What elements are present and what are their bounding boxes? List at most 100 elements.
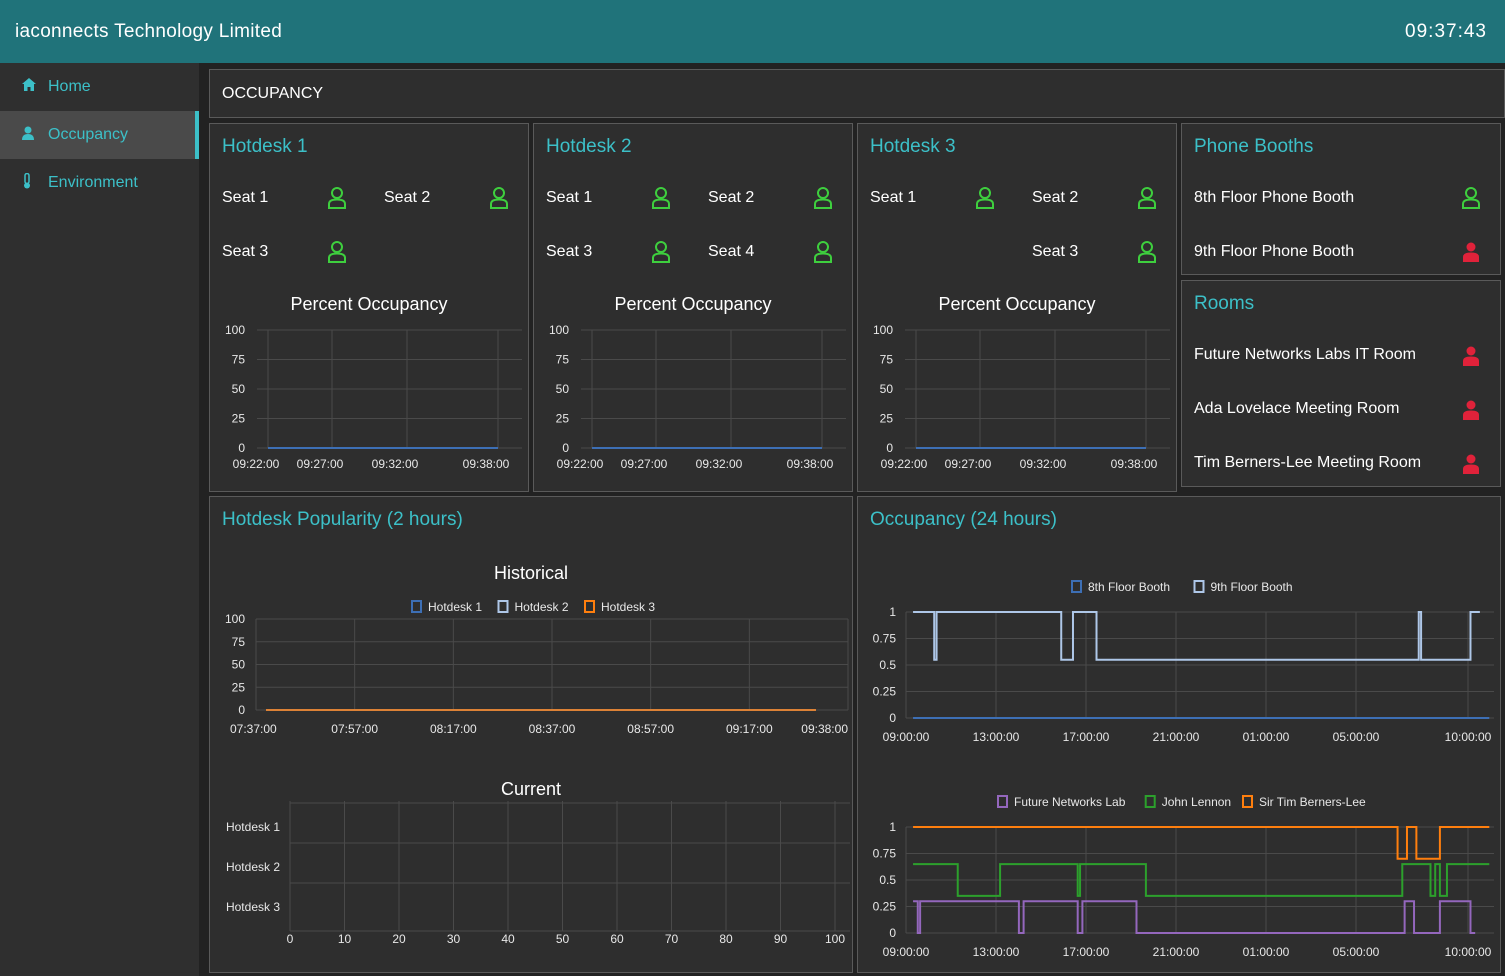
booth-label: 8th Floor Phone Booth — [1194, 189, 1355, 206]
chart-title: Percent Occupancy — [614, 294, 772, 314]
room-label: Tim Berners-Lee Meeting Room — [1194, 454, 1422, 471]
y-tick-label: 50 — [232, 382, 246, 396]
y-tick-label: 0 — [238, 703, 245, 717]
x-tick-label: 09:27:00 — [621, 457, 668, 471]
legend-swatch — [1193, 580, 1205, 593]
y-tick-label: 50 — [232, 658, 246, 672]
y-tick-label: 0 — [562, 441, 569, 455]
x-tick-label: 13:00:00 — [973, 730, 1020, 742]
y-tick-label: 75 — [556, 353, 570, 367]
hotdesk-1-occupancy-chart: 0 25 50 75 100 09:22:00 09:27:00 09:32:00 09:38:… — [225, 323, 522, 471]
y-tick-label: 1 — [889, 820, 896, 834]
booth-occupied-icon — [1463, 242, 1483, 264]
legend-label: Hotdesk 2 — [515, 600, 569, 614]
seat-free-icon — [489, 187, 509, 209]
seat-label: Seat 3 — [222, 243, 269, 260]
hotdesk-3-panel: Hotdesk 3 Seat 1 Seat 2 Seat 3 Percent O… — [857, 123, 1177, 492]
y-category-label: Hotdesk 1 — [226, 820, 280, 834]
y-tick-label: 75 — [232, 635, 246, 649]
x-tick-label: 09:22:00 — [233, 457, 280, 471]
hotdesk-2-occupancy-chart: 0 25 50 75 100 09:22:00 09:27:00 09:32:00 09:38:… — [549, 323, 846, 471]
user-icon — [22, 126, 48, 145]
x-tick-label: 10:00:00 — [1445, 730, 1492, 742]
x-tick-label: 20 — [392, 932, 406, 946]
sidebar-item-occupancy[interactable]: Occupancy — [0, 111, 199, 159]
seat-label: Seat 4 — [708, 243, 755, 260]
x-tick-label: 01:00:00 — [1243, 730, 1290, 742]
page-title: OCCUPANCY — [222, 84, 324, 102]
y-tick-label: 0.75 — [873, 847, 897, 861]
seat-label: Seat 3 — [1032, 243, 1079, 260]
room-label: Future Networks Labs IT Room — [1194, 346, 1417, 363]
sidebar: Home Occupancy Environment — [0, 63, 199, 976]
sidebar-item-home[interactable]: Home — [0, 63, 199, 111]
seat-free-icon — [1137, 187, 1157, 209]
legend-label: John Lennon — [1162, 795, 1231, 809]
y-tick-label: 25 — [880, 412, 894, 426]
seat-free-icon — [327, 241, 347, 263]
chart-title: Percent Occupancy — [938, 294, 1096, 314]
room-occupied-icon — [1463, 346, 1483, 368]
top-bar: iaconnects Technology Limited 09:37:43 — [0, 0, 1505, 63]
y-tick-label: 50 — [556, 382, 570, 396]
panel-title: Rooms — [1194, 293, 1255, 314]
y-category-label: Hotdesk 2 — [226, 860, 280, 874]
x-tick-label: 21:00:00 — [1153, 945, 1200, 959]
x-tick-label: 07:57:00 — [331, 722, 378, 736]
x-tick-label: 50 — [556, 932, 570, 946]
main-content: OCCUPANCY Hotdesk 1 Seat 1 Seat 2 Seat 3… — [199, 63, 1505, 976]
historical-chart: Historical Hotdesk 1 Hotdesk 2 Hotdesk 3 0 25… — [225, 563, 849, 736]
y-tick-label: 0.5 — [879, 658, 896, 672]
y-tick-label: 100 — [873, 323, 893, 337]
y-tick-label: 100 — [549, 323, 569, 337]
x-tick-label: 08:57:00 — [627, 722, 674, 736]
x-tick-label: 09:17:00 — [726, 722, 773, 736]
seat-label: Seat 1 — [546, 189, 593, 206]
y-tick-label: 75 — [880, 353, 894, 367]
y-tick-label: 0 — [889, 926, 896, 940]
sidebar-item-environment[interactable]: Environment — [0, 159, 199, 207]
legend-swatch — [1144, 795, 1156, 808]
app-title: iaconnects Technology Limited — [15, 20, 283, 42]
x-tick-label: 10 — [338, 932, 352, 946]
x-tick-label: 30 — [447, 932, 461, 946]
y-tick-label: 0.5 — [879, 873, 896, 887]
x-tick-label: 17:00:00 — [1063, 945, 1110, 959]
sidebar-item-label: Environment — [48, 174, 138, 191]
seat-label: Seat 1 — [222, 189, 269, 206]
clock: 09:37:43 — [1405, 20, 1487, 42]
seat-free-icon — [813, 241, 833, 263]
chart-title: Percent Occupancy — [290, 294, 448, 314]
x-tick-label: 60 — [610, 932, 624, 946]
y-tick-label: 25 — [232, 412, 246, 426]
thermometer-icon — [22, 172, 48, 194]
series-line — [913, 863, 1490, 897]
x-tick-label: 05:00:00 — [1333, 730, 1380, 742]
booth-label: 9th Floor Phone Booth — [1194, 243, 1355, 260]
panel-title: Occupancy (24 hours) — [870, 509, 1057, 530]
x-tick-label: 90 — [774, 932, 788, 946]
x-tick-label: 09:22:00 — [557, 457, 604, 471]
chart-title: Historical — [494, 563, 568, 583]
x-tick-label: 09:27:00 — [945, 457, 992, 471]
x-tick-label: 09:38:00 — [1111, 457, 1158, 471]
legend-swatch — [1242, 795, 1253, 808]
hotdesk-3-occupancy-chart: 0 25 50 75 100 09:22:00 09:27:00 09:32:00 09:38:… — [873, 323, 1170, 471]
rooms-24h-chart: Future Networks Lab John Lennon Sir Tim Be… — [873, 795, 1494, 959]
x-tick-label: 09:38:00 — [787, 457, 834, 471]
x-tick-label: 0 — [287, 932, 294, 946]
series-line — [913, 826, 1490, 860]
x-tick-label: 13:00:00 — [973, 945, 1020, 959]
legend-label: 8th Floor Booth — [1088, 580, 1170, 594]
booths-24h-chart: 8th Floor Booth 9th Floor Booth 0 0.25 0.5 0.… — [873, 580, 1494, 742]
series-line — [913, 900, 1476, 934]
x-tick-label: 21:00:00 — [1153, 730, 1200, 742]
x-tick-label: 09:00:00 — [883, 945, 930, 959]
y-tick-label: 50 — [880, 382, 894, 396]
seat-free-icon — [651, 241, 671, 263]
legend-label: Hotdesk 1 — [428, 600, 482, 614]
panel-title: Hotdesk 3 — [870, 136, 956, 157]
seat-label: Seat 2 — [384, 189, 431, 206]
legend-swatch — [1071, 580, 1082, 593]
sidebar-item-label: Occupancy — [48, 126, 129, 143]
